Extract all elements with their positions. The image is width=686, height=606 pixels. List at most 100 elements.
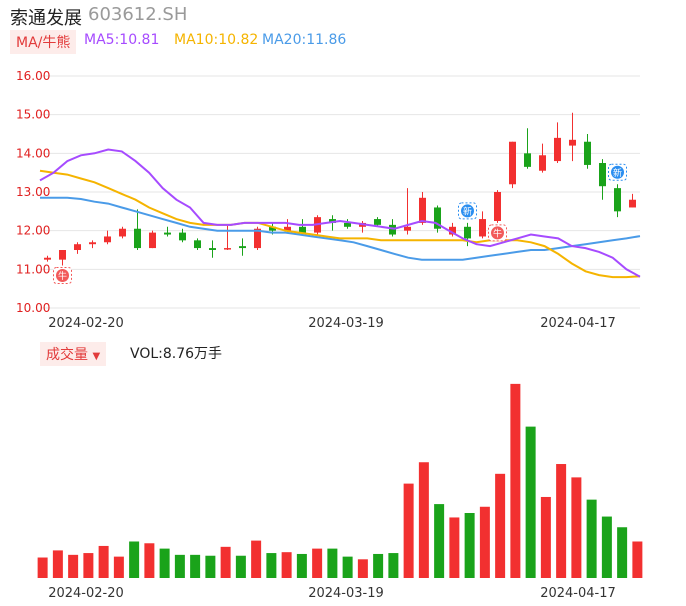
candle-body[interactable] [584,141,591,165]
candle-body[interactable] [284,226,291,231]
candle-body[interactable] [419,197,426,223]
volume-bar[interactable] [464,512,475,578]
volume-bar[interactable] [83,553,94,578]
volume-bar[interactable] [266,553,277,578]
volume-bar[interactable] [373,553,384,578]
volume-bar[interactable] [571,477,582,578]
candle-body[interactable] [554,137,561,162]
candle-body[interactable] [239,246,246,249]
volume-bar[interactable] [510,383,521,578]
ma10-value: MA10:10.82 [174,32,259,48]
volume-bar[interactable] [37,557,48,578]
candle-body[interactable] [464,226,471,239]
volume-bar[interactable] [159,548,170,578]
candle-body[interactable] [299,226,306,233]
volume-bar[interactable] [220,546,231,578]
ma5-line [39,148,641,278]
volume-bar[interactable] [479,506,490,578]
candle-body[interactable] [209,248,216,250]
volume-bar[interactable] [327,548,338,578]
volume-bar[interactable] [601,516,612,578]
candle-body[interactable] [74,244,81,250]
candle-body[interactable] [404,226,411,231]
candle-body[interactable] [179,232,186,241]
volume-bar[interactable] [235,555,246,578]
candle-body[interactable] [119,228,126,237]
candle-body[interactable] [134,228,141,249]
y-tick-label: 15.00 [16,108,50,122]
volume-bar[interactable] [281,552,292,578]
volume-bar[interactable] [617,527,628,578]
volume-bar[interactable] [556,464,567,578]
y-tick-label: 16.00 [16,69,50,83]
y-tick-label: 10.00 [16,301,50,315]
candle-body[interactable] [89,242,96,245]
volume-bar[interactable] [540,496,551,578]
candle-body[interactable] [329,219,336,223]
candle-body[interactable] [569,139,576,146]
volume-bar[interactable] [251,540,262,578]
bull-badge-icon [56,268,69,282]
candle-body[interactable] [149,232,156,249]
y-tick-label: 11.00 [16,262,50,276]
stock-code: 603612.SH [88,4,188,25]
candle-body[interactable] [194,240,201,249]
candle-body[interactable] [449,226,456,235]
volume-bar[interactable] [449,517,460,578]
candle-body[interactable] [44,257,51,260]
new-badge-label: 新 [463,205,472,217]
volume-bar[interactable] [190,554,201,578]
candle-body[interactable] [374,219,381,225]
ma-indicator-tag[interactable]: MA/牛熊 [10,30,77,54]
volume-bar[interactable] [113,556,124,578]
candle-body[interactable] [434,207,441,229]
ma20-line [40,196,641,261]
volume-bar[interactable] [495,473,506,578]
volume-bar[interactable] [174,554,185,578]
new-badge-icon [611,165,624,179]
caret-down-icon: ▼ [92,351,101,362]
volume-bar[interactable] [68,554,79,578]
volume-bar[interactable] [342,556,353,578]
volume-bar[interactable] [434,504,445,578]
volume-bar[interactable] [296,553,307,578]
volume-bar[interactable] [144,543,155,578]
candle-body[interactable] [104,236,111,243]
candle-body[interactable] [614,188,621,212]
x-tick-label: 2024-02-20 [48,316,124,331]
volume-bar[interactable] [403,483,414,578]
candle-body[interactable] [479,219,486,237]
candle-body[interactable] [509,141,516,185]
ma5-value: MA5:10.81 [84,32,160,48]
volume-bar[interactable] [312,548,323,578]
volume-bar[interactable] [52,550,63,578]
volume-indicator-tag[interactable]: 成交量 ▼ [40,342,107,366]
volume-bar[interactable] [357,559,368,578]
candle-body[interactable] [164,232,171,235]
ma10-line [39,169,641,279]
candle-body[interactable] [224,248,231,250]
candle-body[interactable] [539,155,546,171]
candle-body[interactable] [389,224,396,235]
candle-body[interactable] [494,192,501,221]
candle-body[interactable] [344,222,351,227]
candle-body[interactable] [254,228,261,249]
volume-tag-label: 成交量 [46,347,88,363]
new-badge-icon [461,204,474,218]
candle-body[interactable] [59,250,66,260]
volume-bar[interactable] [418,462,429,578]
volume-bar[interactable] [129,541,140,578]
x-tick-label: 2024-03-19 [308,316,384,331]
candle-body[interactable] [599,163,606,187]
volume-bar[interactable] [525,426,536,578]
candle-body[interactable] [524,153,531,167]
x-tick-label: 2024-04-17 [540,316,616,331]
volume-bar[interactable] [205,555,216,578]
volume-bar[interactable] [388,553,399,578]
candle-body[interactable] [629,199,636,208]
volume-bar[interactable] [632,541,643,578]
volume-bar[interactable] [98,545,109,578]
volume-bar[interactable] [586,499,597,578]
candle-body[interactable] [269,226,276,231]
